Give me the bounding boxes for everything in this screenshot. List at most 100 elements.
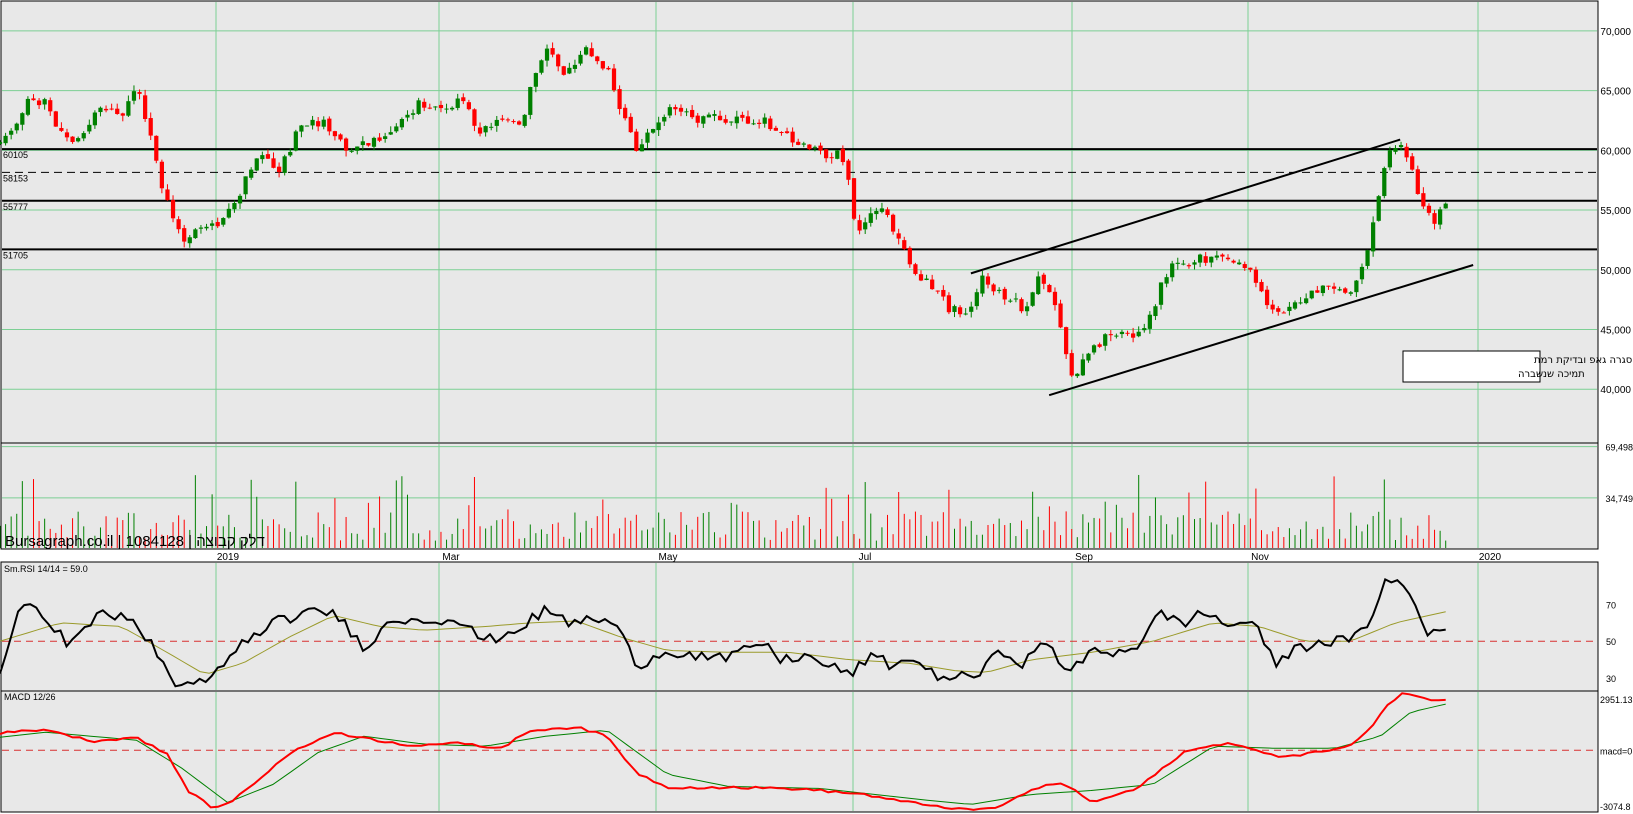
candle-body	[254, 158, 259, 171]
candle-body	[957, 307, 963, 315]
candle-body	[304, 125, 310, 127]
candle-body	[494, 119, 499, 126]
candle-body	[1192, 262, 1197, 265]
candle-body	[611, 68, 617, 91]
price-level-label: 58153	[3, 173, 28, 183]
candle-body	[706, 114, 712, 118]
candle-body	[1438, 209, 1443, 225]
candle-body	[890, 214, 896, 232]
candle-body	[120, 113, 125, 116]
candle-body	[824, 149, 829, 159]
candle-body	[846, 160, 851, 180]
candle-body	[1331, 286, 1337, 289]
candle-body	[1415, 169, 1420, 194]
candle-body	[1242, 264, 1247, 269]
candle-body	[623, 107, 628, 119]
candle-body	[64, 132, 70, 138]
candle-body	[226, 208, 231, 218]
candle-body	[48, 100, 53, 112]
candle-body	[1197, 254, 1203, 263]
candle-body	[952, 306, 957, 312]
candle-body	[913, 264, 918, 274]
candle-body	[148, 118, 153, 136]
candle-body	[539, 60, 544, 73]
candle-body	[14, 123, 19, 131]
candle-body	[650, 129, 656, 133]
candle-body	[399, 118, 405, 128]
candle-body	[198, 227, 204, 229]
candle-body	[723, 119, 728, 123]
candle-body	[321, 119, 326, 127]
candle-body	[1287, 306, 1292, 312]
candle-body	[935, 290, 940, 292]
volume-y-tick-label: 34,749	[1605, 494, 1633, 504]
annotation-line-2: תמיכה שנשברה	[1518, 369, 1585, 380]
candle-body	[528, 87, 533, 115]
candle-body	[1136, 331, 1141, 337]
candle-body	[343, 138, 349, 151]
candle-body	[444, 108, 449, 110]
candle-body	[9, 130, 14, 135]
candle-body	[606, 67, 611, 70]
candle-body	[907, 247, 912, 265]
candle-body	[1002, 288, 1007, 300]
candle-body	[812, 146, 818, 148]
macd-y-tick-label: -3074.8	[1600, 802, 1631, 812]
candle-body	[1337, 289, 1342, 291]
candle-body	[946, 295, 952, 313]
macd-y-tick-label: macd=0	[1600, 746, 1632, 756]
candle-body	[1075, 373, 1080, 377]
candle-body	[232, 203, 237, 210]
candle-body	[1181, 263, 1186, 265]
x-axis: 2019 Mar May Jul Sep Nov 2020	[217, 552, 1502, 563]
candle-body	[595, 56, 600, 62]
candle-body	[410, 113, 416, 115]
candle-body	[81, 133, 86, 139]
candle-body	[556, 54, 561, 67]
candle-body	[779, 132, 784, 134]
candle-body	[963, 313, 968, 315]
candle-body	[784, 131, 790, 134]
candle-body	[1387, 150, 1392, 168]
candle-body	[980, 275, 985, 294]
candle-body	[489, 126, 494, 128]
price-level-labels: 60105 58153 55777 51705	[3, 150, 28, 260]
candle-body	[1209, 256, 1214, 263]
candle-body	[1142, 328, 1147, 331]
candle-body	[829, 157, 834, 159]
candle-body	[796, 141, 801, 145]
candle-body	[505, 119, 511, 121]
price-y-ticks: 70,000 65,000 60,000 55,000 50,000 45,000 40,0…	[1600, 27, 1631, 396]
candle-body	[377, 137, 382, 141]
candle-body	[1281, 312, 1286, 314]
candle-body	[1348, 292, 1353, 294]
candle-body	[1376, 196, 1381, 221]
candle-body	[818, 145, 823, 151]
price-levels	[2, 148, 1597, 251]
candle-body	[349, 150, 354, 152]
candle-body	[1091, 345, 1097, 353]
rsi-lines	[0, 577, 1597, 688]
rsi-y-ticks: 70 50 30	[1606, 600, 1616, 684]
candle-body	[1214, 255, 1219, 258]
candle-body	[1315, 290, 1320, 293]
price-trendlines	[970, 138, 1474, 397]
candle-body	[1186, 265, 1192, 267]
candle-body	[176, 219, 181, 230]
candle-body	[874, 210, 879, 215]
candle-body	[416, 100, 421, 114]
rsi-panel: 70 50 30 Sm.RSI 14/14 = 59.0	[0, 561, 1616, 692]
candle-body	[1304, 298, 1309, 304]
candle-body	[42, 99, 47, 105]
price-y-tick-label: 55,000	[1600, 206, 1631, 217]
candle-body	[790, 131, 795, 143]
candle-body	[734, 116, 739, 124]
candle-body	[1365, 250, 1370, 266]
candle-body	[215, 222, 220, 227]
candle-body	[857, 220, 862, 231]
rsi-y-tick-label: 30	[1606, 674, 1616, 684]
candle-body	[1019, 299, 1024, 312]
volume-grid	[2, 444, 1597, 548]
candle-body	[159, 161, 164, 189]
